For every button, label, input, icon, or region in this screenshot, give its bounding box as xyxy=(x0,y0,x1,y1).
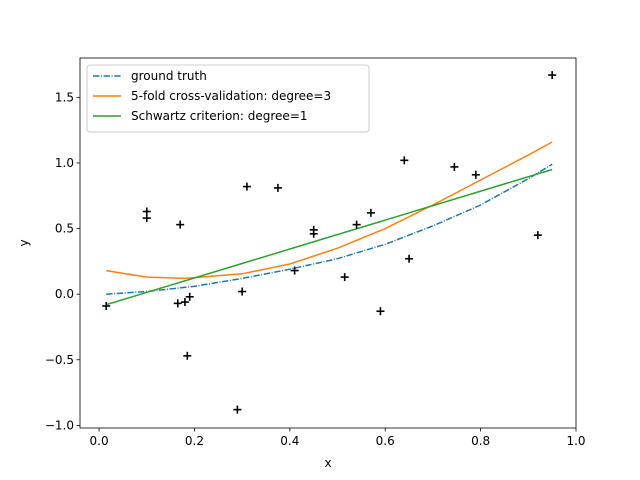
data-point xyxy=(142,214,151,223)
data-point xyxy=(400,156,409,165)
x-axis-label: x xyxy=(324,456,331,470)
data-point xyxy=(376,307,385,316)
data-point xyxy=(309,229,318,238)
data-point xyxy=(273,183,282,192)
x-tick-label: 0.4 xyxy=(280,434,299,448)
data-point xyxy=(471,170,480,179)
data-point xyxy=(340,273,349,282)
series-line xyxy=(105,168,553,306)
data-marks xyxy=(102,71,557,414)
data-point xyxy=(405,254,414,263)
data-point xyxy=(290,266,299,275)
data-point xyxy=(533,231,542,240)
series-line xyxy=(106,163,553,295)
y-axis-label: y xyxy=(17,239,31,246)
x-tick-label: 1.0 xyxy=(566,434,585,448)
data-point xyxy=(176,220,185,229)
data-point xyxy=(450,162,459,171)
legend-label: ground truth xyxy=(131,69,207,83)
legend-label: Schwartz criterion: degree=1 xyxy=(131,109,308,123)
data-point xyxy=(233,405,242,414)
plot-frame xyxy=(79,57,577,429)
x-tick-label: 0.2 xyxy=(185,434,204,448)
y-tick-label: 0.5 xyxy=(55,222,74,236)
y-tick-label: 1.0 xyxy=(55,156,74,170)
axes: 0.0 0.2 0.4 0.6 0.8 1.0 −1.0 −0.5 0.0 0.5 1.0 1.5 xyxy=(45,90,586,448)
data-point xyxy=(548,71,557,80)
data-point xyxy=(238,287,247,296)
legend-label: 5-fold cross-validation: degree=3 xyxy=(131,89,331,103)
y-tick-label: −1.0 xyxy=(45,418,74,432)
data-point xyxy=(183,351,192,360)
data-point xyxy=(173,299,182,308)
y-tick-label: −0.5 xyxy=(45,353,74,367)
data-point xyxy=(102,301,111,310)
data-point xyxy=(185,292,194,301)
series-line xyxy=(106,141,553,280)
data-point xyxy=(366,208,375,217)
legend-box xyxy=(86,64,370,133)
data-point xyxy=(180,298,189,307)
data-point xyxy=(242,182,251,191)
x-tick-label: 0.6 xyxy=(376,434,395,448)
y-tick-label: 1.5 xyxy=(55,90,74,104)
data-point xyxy=(352,220,361,229)
legend: ground truth 5-fold cross-validation: deg… xyxy=(86,64,370,133)
x-tick-label: 0.8 xyxy=(471,434,490,448)
y-tick-label: 0.0 xyxy=(55,287,74,301)
x-tick-label: 0.0 xyxy=(90,434,109,448)
